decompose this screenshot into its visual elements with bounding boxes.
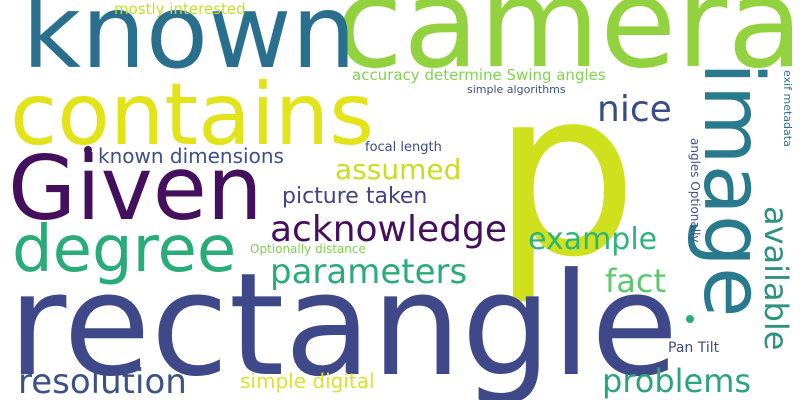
word-resolution: resolution — [18, 362, 187, 400]
word-accuracy-determine: accuracy determine Swing angles — [352, 66, 606, 84]
word-given: Given — [8, 137, 263, 240]
word-optionally-distance: Optionally distance — [250, 242, 366, 256]
word-exif-metadata: exif metadata — [781, 70, 794, 147]
word-nice: nice — [597, 89, 672, 130]
word-angles-optionally: angles Optionally — [688, 138, 702, 243]
word-image: image — [685, 62, 780, 318]
word-assumed: assumed — [335, 153, 462, 186]
dot-mark — [686, 315, 694, 323]
word-pan-tilt: Pan Tilt — [668, 340, 720, 356]
word-simple-digital: simple digital — [240, 369, 375, 393]
word-mostly-interested: mostly interested — [114, 0, 246, 18]
word-p: p — [492, 41, 638, 308]
word-picture-taken: picture taken — [282, 184, 428, 209]
word-rectangle: rectangle — [8, 243, 679, 400]
word-contains: contains — [10, 65, 375, 165]
word-acknowledge: acknowledge — [270, 209, 507, 250]
word-focal-length: focal length — [365, 140, 442, 155]
dot-mark — [84, 146, 92, 154]
word-fact: fact — [605, 262, 667, 300]
word-known: known — [22, 0, 357, 92]
word-simple-algorithms: simple algorithms — [467, 83, 566, 96]
word-available: available — [757, 206, 795, 351]
word-example: example — [528, 222, 658, 257]
word-camera: camera — [335, 0, 800, 96]
word-known-dimensions: known dimensions — [98, 144, 284, 168]
word-degree: degree — [12, 213, 237, 287]
word-parameters: parameters — [270, 252, 468, 292]
word-problems: problems — [602, 362, 752, 400]
